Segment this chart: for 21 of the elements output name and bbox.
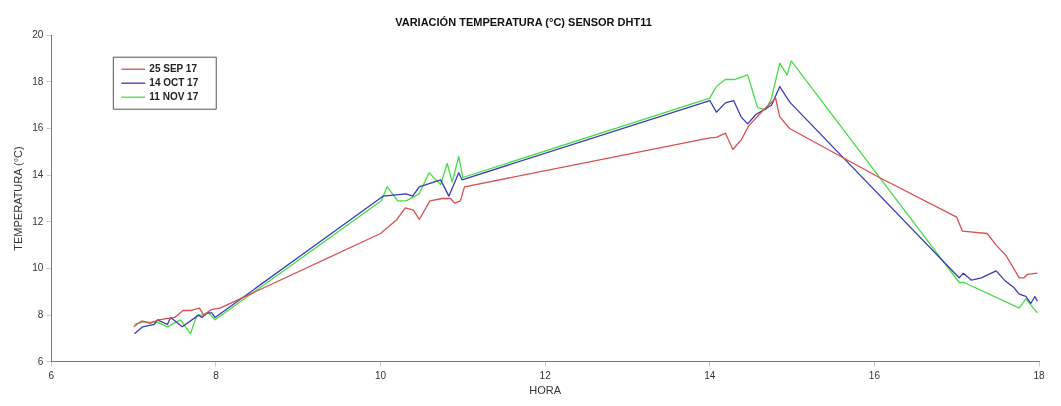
x-tick-label: 14	[704, 369, 716, 381]
y-tick-label: 20	[32, 28, 44, 40]
x-tick-label: 18	[1033, 369, 1045, 381]
y-tick-label: 18	[32, 75, 44, 87]
y-tick-label: 14	[32, 168, 44, 180]
y-tick-label: 12	[32, 215, 44, 227]
chart-title: VARIACIÓN TEMPERATURA (°C) SENSOR DHT11	[395, 15, 652, 28]
x-tick-label: 6	[48, 369, 55, 381]
y-tick-label: 10	[32, 262, 44, 274]
x-tick-label: 12	[539, 369, 552, 381]
x-tick-label: 16	[868, 369, 881, 381]
x-tick-label: 8	[213, 369, 220, 381]
y-tick-label: 8	[37, 308, 44, 320]
legend-label: 14 OCT 17	[149, 76, 199, 88]
x-tick-label: 10	[374, 369, 387, 381]
legend-label: 25 SEP 17	[149, 62, 198, 74]
x-axis-title: HORA	[529, 384, 562, 397]
legend-label: 11 NOV 17	[149, 90, 199, 102]
y-tick-label: 6	[37, 355, 44, 367]
y-axis-title: TEMPERATURA (°C)	[11, 146, 24, 251]
y-tick-label: 16	[32, 122, 44, 134]
